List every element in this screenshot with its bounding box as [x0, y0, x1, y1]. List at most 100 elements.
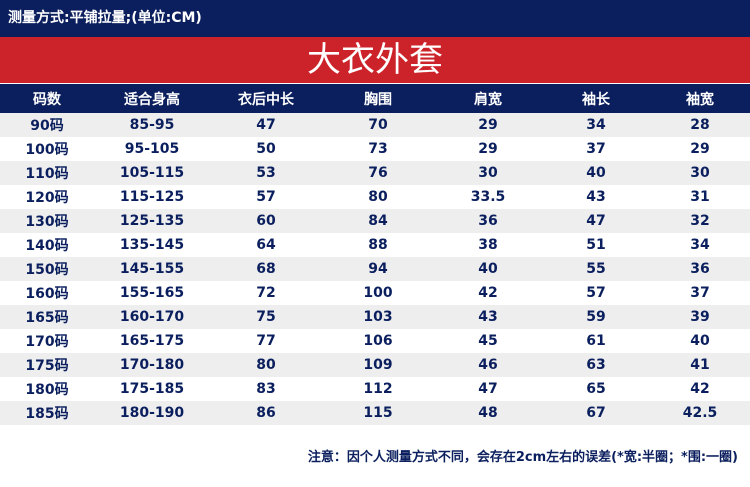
cell-chest: 73 — [322, 137, 434, 161]
cell-sleeve-length: 37 — [542, 137, 650, 161]
cell-back-length: 68 — [210, 257, 322, 281]
cell-back-length: 77 — [210, 329, 322, 353]
cell-size: 165码 — [0, 305, 94, 329]
cell-size: 185码 — [0, 401, 94, 425]
cell-sleeve-length: 43 — [542, 185, 650, 209]
cell-back-length: 47 — [210, 113, 322, 137]
measurement-note: 注意：因个人测量方式不同，会存在2cm左右的误差(*宽:半圈；*围:一圈) — [307, 450, 738, 465]
cell-chest: 103 — [322, 305, 434, 329]
cell-sleeve-width: 28 — [650, 113, 750, 137]
cell-sleeve-length: 57 — [542, 281, 650, 305]
cell-sleeve-length: 63 — [542, 353, 650, 377]
cell-sleeve-width: 36 — [650, 257, 750, 281]
cell-height: 125-135 — [94, 209, 210, 233]
cell-sleeve-width: 40 — [650, 329, 750, 353]
column-header-size: 码数 — [0, 83, 94, 113]
cell-shoulder: 42 — [434, 281, 542, 305]
cell-back-length: 50 — [210, 137, 322, 161]
cell-sleeve-length: 40 — [542, 161, 650, 185]
cell-size: 180码 — [0, 377, 94, 401]
cell-sleeve-width: 41 — [650, 353, 750, 377]
cell-height: 95-105 — [94, 137, 210, 161]
cell-chest: 76 — [322, 161, 434, 185]
table-header-row: 码数 适合身高 衣后中长 胸围 肩宽 袖长 袖宽 — [0, 83, 750, 113]
cell-sleeve-width: 30 — [650, 161, 750, 185]
cell-shoulder: 36 — [434, 209, 542, 233]
cell-sleeve-length: 61 — [542, 329, 650, 353]
cell-sleeve-length: 34 — [542, 113, 650, 137]
cell-shoulder: 30 — [434, 161, 542, 185]
cell-sleeve-width: 42.5 — [650, 401, 750, 425]
cell-chest: 94 — [322, 257, 434, 281]
column-header-sleeve-width: 袖宽 — [650, 83, 750, 113]
cell-sleeve-width: 32 — [650, 209, 750, 233]
cell-size: 130码 — [0, 209, 94, 233]
cell-height: 175-185 — [94, 377, 210, 401]
cell-chest: 106 — [322, 329, 434, 353]
column-header-chest: 胸围 — [322, 83, 434, 113]
cell-chest: 115 — [322, 401, 434, 425]
cell-sleeve-width: 39 — [650, 305, 750, 329]
cell-size: 175码 — [0, 353, 94, 377]
title-bar: 大衣外套 — [0, 37, 750, 83]
cell-shoulder: 40 — [434, 257, 542, 281]
cell-shoulder: 29 — [434, 137, 542, 161]
cell-sleeve-length: 59 — [542, 305, 650, 329]
cell-size: 90码 — [0, 113, 94, 137]
cell-size: 140码 — [0, 233, 94, 257]
column-header-height: 适合身高 — [94, 83, 210, 113]
cell-sleeve-width: 31 — [650, 185, 750, 209]
table-row: 100码 95-105 50 73 29 37 29 — [0, 137, 750, 161]
cell-size: 150码 — [0, 257, 94, 281]
cell-height: 165-175 — [94, 329, 210, 353]
cell-sleeve-length: 51 — [542, 233, 650, 257]
cell-back-length: 83 — [210, 377, 322, 401]
cell-chest: 80 — [322, 185, 434, 209]
table-row: 120码 115-125 57 80 33.5 43 31 — [0, 185, 750, 209]
cell-back-length: 86 — [210, 401, 322, 425]
table-row: 170码 165-175 77 106 45 61 40 — [0, 329, 750, 353]
cell-sleeve-width: 37 — [650, 281, 750, 305]
cell-chest: 100 — [322, 281, 434, 305]
cell-height: 145-155 — [94, 257, 210, 281]
cell-sleeve-length: 65 — [542, 377, 650, 401]
cell-sleeve-width: 42 — [650, 377, 750, 401]
cell-height: 170-180 — [94, 353, 210, 377]
cell-back-length: 64 — [210, 233, 322, 257]
cell-chest: 112 — [322, 377, 434, 401]
cell-height: 85-95 — [94, 113, 210, 137]
cell-back-length: 75 — [210, 305, 322, 329]
cell-shoulder: 33.5 — [434, 185, 542, 209]
cell-chest: 70 — [322, 113, 434, 137]
cell-size: 120码 — [0, 185, 94, 209]
cell-sleeve-length: 55 — [542, 257, 650, 281]
cell-size: 160码 — [0, 281, 94, 305]
cell-chest: 109 — [322, 353, 434, 377]
cell-size: 100码 — [0, 137, 94, 161]
cell-height: 105-115 — [94, 161, 210, 185]
page-title: 大衣外套 — [307, 40, 443, 80]
table-row: 165码 160-170 75 103 43 59 39 — [0, 305, 750, 329]
table-row: 140码 135-145 64 88 38 51 34 — [0, 233, 750, 257]
cell-back-length: 60 — [210, 209, 322, 233]
cell-sleeve-length: 47 — [542, 209, 650, 233]
table-row: 150码 145-155 68 94 40 55 36 — [0, 257, 750, 281]
cell-chest: 88 — [322, 233, 434, 257]
cell-sleeve-width: 29 — [650, 137, 750, 161]
cell-size: 110码 — [0, 161, 94, 185]
table-row: 110码 105-115 53 76 30 40 30 — [0, 161, 750, 185]
measure-method-bar: 测量方式:平铺拉量;(单位:CM) — [0, 0, 750, 37]
cell-shoulder: 29 — [434, 113, 542, 137]
cell-shoulder: 43 — [434, 305, 542, 329]
cell-back-length: 57 — [210, 185, 322, 209]
cell-shoulder: 48 — [434, 401, 542, 425]
column-header-sleeve-length: 袖长 — [542, 83, 650, 113]
cell-height: 160-170 — [94, 305, 210, 329]
size-table: 码数 适合身高 衣后中长 胸围 肩宽 袖长 袖宽 90码 85-95 47 70 29 34 28 100… — [0, 83, 750, 425]
column-header-shoulder: 肩宽 — [434, 83, 542, 113]
table-row: 180码 175-185 83 112 47 65 42 — [0, 377, 750, 401]
cell-back-length: 72 — [210, 281, 322, 305]
table-row: 160码 155-165 72 100 42 57 37 — [0, 281, 750, 305]
cell-height: 155-165 — [94, 281, 210, 305]
